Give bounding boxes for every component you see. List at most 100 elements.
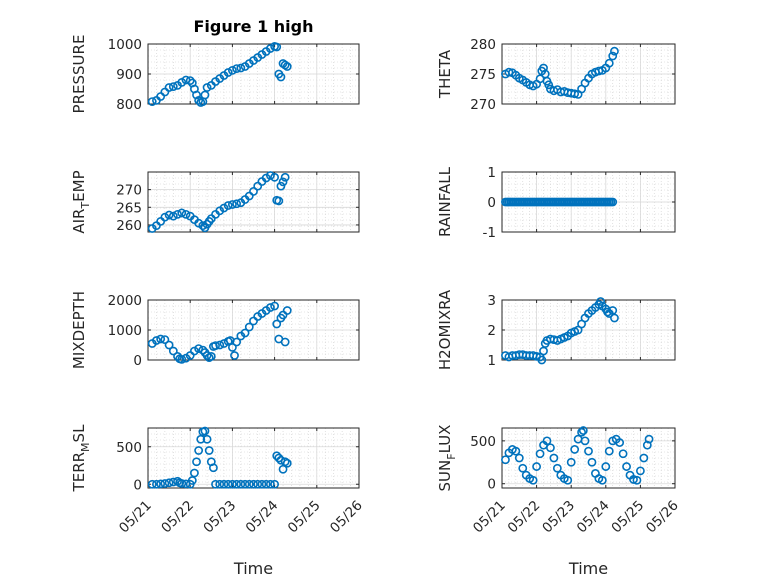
data-point [601, 462, 611, 471]
data-point [168, 211, 178, 221]
y-axis-label: RAINFALL [436, 166, 454, 237]
data-point [276, 72, 286, 82]
y-tick-label: 270 [470, 97, 496, 113]
data-point [152, 336, 161, 345]
data-point [192, 90, 201, 100]
data-point [147, 97, 157, 106]
data-point [594, 66, 604, 76]
data-point [518, 463, 528, 473]
y-tick-label: 275 [470, 67, 496, 83]
axes-border [147, 171, 360, 233]
data-point [164, 210, 174, 220]
data-point [501, 455, 510, 465]
data-point [272, 42, 282, 52]
data-point [639, 453, 649, 463]
data-point [618, 449, 628, 459]
data-point [209, 463, 218, 473]
y-tick-label: 500 [116, 440, 142, 456]
data-point [636, 466, 645, 476]
data-point [206, 351, 216, 361]
data-point [152, 479, 161, 489]
y-tick-label: 500 [470, 434, 496, 450]
data-point [164, 83, 174, 92]
data-point [578, 426, 588, 435]
data-point [204, 446, 214, 455]
data-point [514, 453, 524, 463]
axes-theta: 270 275 280 THETA [436, 37, 676, 113]
data-point [570, 89, 580, 99]
data-point [632, 475, 642, 485]
data-point [227, 66, 237, 75]
data-point [202, 351, 212, 360]
y-tick-label: -1 [483, 225, 496, 241]
data-point [196, 434, 206, 444]
data-point [535, 449, 545, 459]
data-point [173, 209, 182, 219]
data-point [528, 475, 538, 485]
x-tick-label: 05/21 [116, 498, 155, 537]
data-point [610, 313, 619, 323]
data-point [194, 446, 204, 455]
y-tick-label: 1000 [108, 37, 142, 53]
x-tick-label: 05/24 [574, 498, 613, 537]
data-point [202, 83, 212, 92]
data-point [198, 221, 208, 231]
y-tick-label: 0 [133, 477, 142, 493]
axes-border [501, 299, 676, 361]
axes-terr_msl: 0 500 TERRMSL 05/21 05/22 05/23 05/24 05/25 05/2… [70, 424, 366, 578]
data-point [278, 464, 288, 474]
data-point [160, 212, 170, 222]
y-tick-label: 2 [487, 323, 496, 339]
y-tick-label: 1000 [108, 323, 142, 339]
data-point [232, 479, 242, 489]
data-point [603, 307, 612, 317]
data-point [276, 181, 286, 191]
data-point [280, 172, 290, 182]
y-tick-label: 1 [487, 165, 496, 181]
data-point [244, 479, 254, 489]
data-point [227, 200, 237, 209]
data-point [597, 475, 607, 485]
data-point [177, 354, 187, 364]
data-point [282, 458, 292, 468]
data-point [168, 346, 178, 356]
data-point [282, 62, 292, 71]
data-point [147, 479, 157, 489]
y-tick-label: 0 [487, 195, 496, 211]
data-point [257, 479, 267, 489]
x-tick-label: 05/23 [539, 498, 578, 537]
data-point [265, 303, 275, 312]
x-axis-label: Time [233, 559, 273, 578]
data-point [544, 80, 554, 90]
data-point [215, 340, 225, 350]
data-point [244, 322, 254, 332]
data-point [160, 479, 170, 488]
data-point [240, 328, 250, 338]
data-point [608, 197, 618, 207]
data-point [177, 208, 187, 218]
data-point [265, 171, 275, 180]
data-point [570, 445, 580, 454]
axes-sun_flux: 0 500 SUNFLUX 05/2105/2205/2305/2405/2505/2… [436, 425, 682, 578]
x-tick-label: 05/26 [327, 498, 366, 537]
data-point [177, 479, 187, 488]
x-tick-label: 05/23 [200, 498, 239, 537]
data-point [192, 457, 201, 467]
y-axis-label: AIRTEMP [70, 170, 92, 233]
y-tick-label: 0 [487, 477, 496, 493]
data-point [211, 341, 220, 350]
data-point [604, 58, 614, 68]
data-point [261, 479, 271, 489]
axes-border [147, 43, 360, 105]
data-point [577, 427, 586, 437]
x-tick-label: 05/21 [470, 498, 509, 537]
data-point [200, 426, 210, 436]
data-point [202, 434, 212, 444]
y-tick-label: 280 [470, 37, 496, 53]
data-point [223, 68, 233, 77]
data-point [504, 67, 514, 77]
data-point [185, 76, 195, 85]
data-point [190, 468, 199, 478]
data-point [610, 46, 619, 56]
